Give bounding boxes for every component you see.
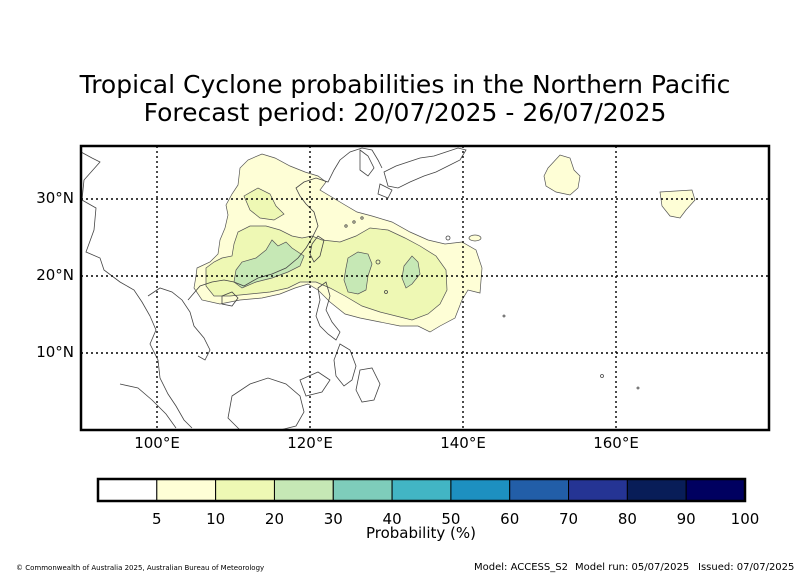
model-name: Model: ACCESS_S2 [474,562,568,573]
colorbar-cell [273,478,334,502]
colorbar-tick-label: 50 [441,510,461,528]
colorbar-cell [332,478,393,502]
colorbar-cell [450,478,511,502]
colorbar-tick-label: 90 [676,510,696,528]
colorbar-cell [509,478,570,502]
colorbar-frame [96,477,747,503]
colorbar-tick-label: 80 [617,510,637,528]
colorbar-tick-label: 100 [730,510,760,528]
coastlines [80,147,640,431]
copyright-notice: © Commonwealth of Australia 2025, Austra… [16,564,265,572]
lat-label-10n: 10°N [36,343,74,361]
lon-label-160e: 160°E [593,434,639,452]
probability-region-5-10-far-east-patch [659,189,696,219]
lon-label-100e: 100°E [134,434,180,452]
lat-label-20n: 20°N [36,266,74,284]
colorbar [96,477,747,503]
colorbar-label: Probability (%) [365,524,477,542]
colorbar-tick-label: 10 [206,510,226,528]
colorbar-cell [215,478,275,502]
probability-region-5-10-east-patch [543,154,581,196]
colorbar-tick-label: 5 [152,510,162,528]
colorbar-cell [156,478,217,502]
lon-label-140e: 140°E [440,434,486,452]
lat-label-30n: 30°N [36,189,74,207]
map-frame [79,144,771,432]
gridlines [81,146,769,430]
forecast-period: Forecast period: 20/07/2025 - 26/07/2025 [143,98,667,127]
colorbar-tick-label: 60 [500,510,520,528]
probability-region-20-30-east [401,255,421,289]
colorbar-cell [391,478,452,502]
colorbar-tick-label: 40 [382,510,402,528]
colorbar-tick-label: 70 [558,510,579,528]
issued-date: Issued: 07/07/2025 [698,562,795,573]
colorbar-cell [685,478,746,502]
chart-title: Tropical Cyclone probabilities in the No… [79,70,731,99]
model-run-date: Model run: 05/07/2025 [575,562,690,573]
colorbar-tick-label: 30 [323,510,343,528]
lon-label-120e: 120°E [287,434,333,452]
colorbar-cell [97,478,158,502]
colorbar-cell [626,478,687,502]
colorbar-tick-label: 20 [264,510,284,528]
colorbar-cell [568,478,628,502]
probability-region-20-30-central [343,251,373,295]
probability-region-5-10-small [468,234,482,242]
probability-region-10-20-north [243,187,285,221]
